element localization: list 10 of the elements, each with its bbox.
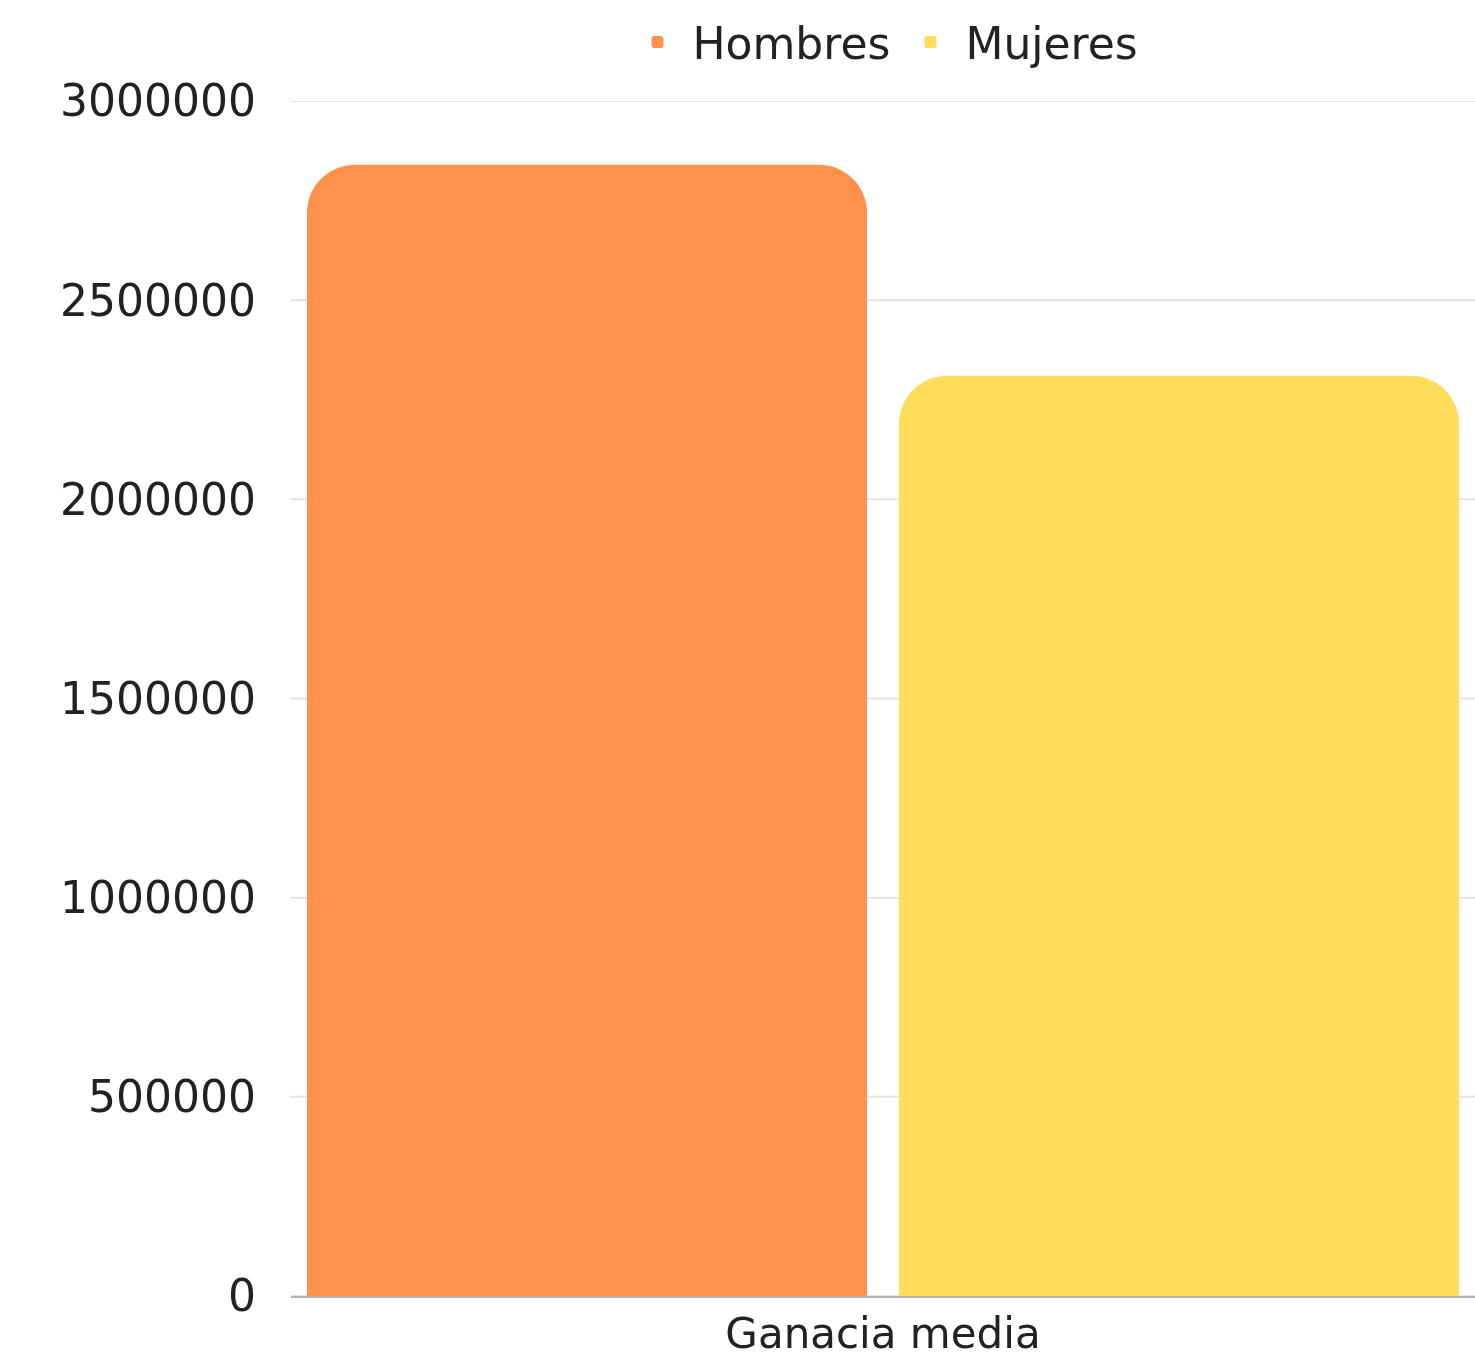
y-tick-label: 3000000 xyxy=(60,75,256,127)
legend-label: Hombres xyxy=(692,18,891,70)
y-tick-label: 0 xyxy=(228,1270,256,1322)
x-tick-label: Ganacia media xyxy=(725,1309,1041,1359)
y-tick-label: 2500000 xyxy=(60,274,256,326)
y-tick-label: 500000 xyxy=(88,1071,256,1123)
y-tick-label: 1000000 xyxy=(60,872,256,924)
legend-label: Mujeres xyxy=(965,18,1138,70)
y-tick-label: 1500000 xyxy=(60,672,256,724)
y-tick-label: 2000000 xyxy=(60,473,256,525)
